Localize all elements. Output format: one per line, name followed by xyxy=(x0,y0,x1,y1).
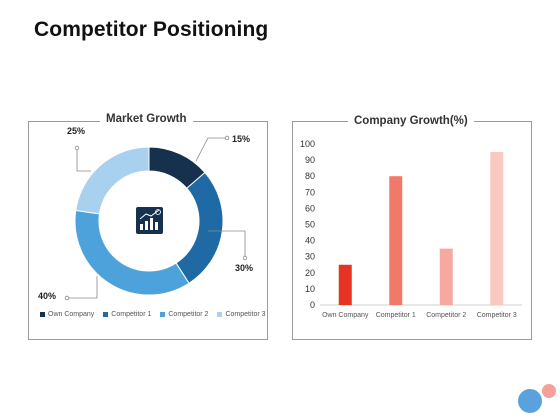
y-tick-label: 20 xyxy=(305,268,315,278)
leader-dot xyxy=(242,255,248,261)
legend-swatch xyxy=(40,312,45,317)
legend-swatch xyxy=(160,312,166,317)
y-tick-label: 0 xyxy=(310,300,315,310)
bar-own-company xyxy=(338,264,352,305)
x-tick-label: Competitor 1 xyxy=(376,312,416,319)
leader-dot xyxy=(224,135,230,141)
slice-label-own-company: 15% xyxy=(232,134,250,144)
donut-legend: Own Company Competitor 1 Competitor 2 Co… xyxy=(40,311,266,318)
decor-dot-large xyxy=(518,389,542,413)
legend-label: Competitor 1 xyxy=(111,311,152,318)
donut-slice-competitor-3 xyxy=(75,146,150,215)
leader-line xyxy=(67,276,98,299)
legend-label: Own Company xyxy=(48,311,95,318)
y-tick-label: 50 xyxy=(305,220,315,230)
legend-item-competitor-3: Competitor 3 xyxy=(217,311,266,318)
slice-label-competitor-1: 30% xyxy=(235,263,253,273)
x-tick-label: Competitor 3 xyxy=(477,312,517,319)
leader-line xyxy=(208,230,246,258)
legend-swatch xyxy=(217,312,223,317)
leader-dot xyxy=(64,295,70,301)
y-tick-label: 100 xyxy=(300,139,315,149)
slice-label-competitor-3: 25% xyxy=(67,126,85,136)
slice-label-competitor-2: 40% xyxy=(38,291,56,301)
legend-label: Competitor 2 xyxy=(168,311,209,318)
x-tick-label: Own Company xyxy=(322,312,369,319)
decor-dot-small xyxy=(542,384,556,398)
x-tick-label: Competitor 2 xyxy=(426,312,466,319)
market-growth-title: Market Growth xyxy=(100,113,193,125)
y-tick-label: 40 xyxy=(305,236,315,246)
bar-competitor-1 xyxy=(389,176,403,305)
legend-label: Competitor 3 xyxy=(225,311,266,318)
leader-dot xyxy=(74,145,80,151)
growth-chart-icon xyxy=(136,207,163,234)
company-growth-title: Company Growth(%) xyxy=(348,115,474,127)
y-tick-label: 80 xyxy=(305,171,315,181)
legend-item-competitor-2: Competitor 2 xyxy=(160,311,208,318)
page-title: Competitor Positioning xyxy=(34,18,269,41)
y-tick-label: 30 xyxy=(305,252,315,262)
leader-line xyxy=(76,148,91,172)
legend-swatch xyxy=(103,312,109,317)
legend-item-competitor-1: Competitor 1 xyxy=(103,311,151,318)
y-tick-label: 60 xyxy=(305,203,315,213)
legend-item-own-company: Own Company xyxy=(40,311,94,318)
y-tick-label: 90 xyxy=(305,155,315,165)
bar-competitor-2 xyxy=(439,248,453,305)
y-tick-label: 10 xyxy=(305,284,315,294)
bar-competitor-3 xyxy=(490,152,504,305)
y-tick-label: 70 xyxy=(305,187,315,197)
leader-line xyxy=(195,137,227,162)
